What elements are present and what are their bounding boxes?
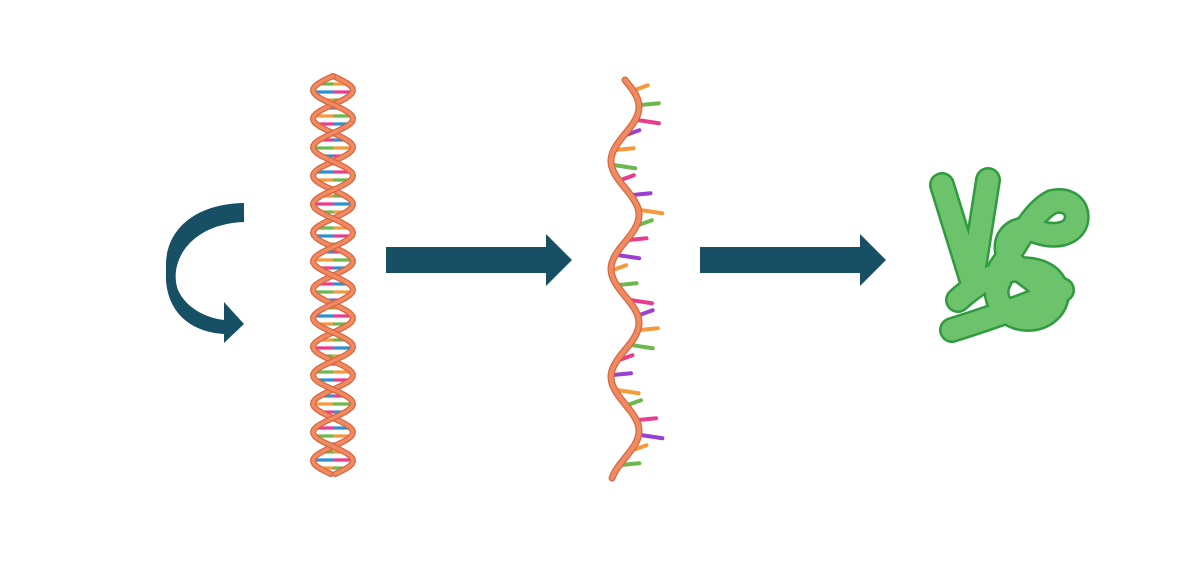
dna-double-helix-icon: [309, 73, 357, 477]
rna-base: [630, 191, 653, 197]
rna-base: [619, 461, 642, 467]
transcription-arrow-icon: [386, 234, 572, 286]
rna-base: [628, 298, 654, 306]
rna-base: [638, 101, 661, 107]
rna-base: [625, 398, 643, 407]
rna-base: [618, 173, 636, 182]
rna-base: [626, 236, 649, 242]
rna-base: [616, 281, 639, 287]
rna-base: [611, 263, 629, 272]
rna-backbone: [608, 77, 642, 481]
mrna-strand-icon: [607, 76, 665, 482]
rna-base: [637, 326, 660, 332]
translation-arrow-icon: [700, 234, 886, 286]
rna-base: [611, 371, 634, 377]
rna-base: [615, 253, 642, 261]
rna-base: [636, 218, 654, 227]
rna-base: [632, 83, 650, 92]
rna-base: [636, 416, 659, 422]
replication-arrow-icon: [166, 203, 244, 343]
rna-base: [614, 388, 641, 396]
rna-base: [635, 118, 661, 126]
protein-strand: [961, 169, 999, 293]
rna-base: [613, 146, 636, 152]
dna-backbone: [311, 74, 355, 476]
folded-protein-icon: [929, 167, 1090, 343]
rna-base: [638, 208, 665, 216]
rna-base: [638, 433, 665, 441]
rna-base: [637, 308, 655, 317]
rna-base: [629, 343, 655, 351]
rna-base: [611, 163, 638, 171]
protein-strand: [941, 279, 1073, 341]
